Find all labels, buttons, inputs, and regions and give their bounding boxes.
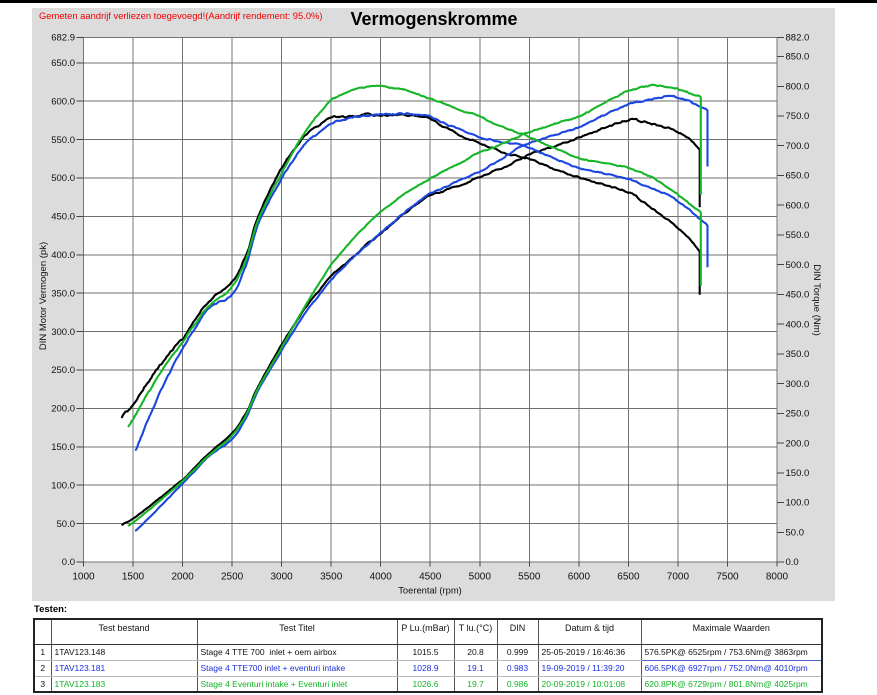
svg-text:600.0: 600.0 — [51, 96, 75, 107]
svg-text:0.0: 0.0 — [786, 557, 799, 568]
svg-text:2000: 2000 — [171, 572, 194, 583]
svg-text:550.0: 550.0 — [786, 230, 810, 241]
svg-text:8000: 8000 — [766, 572, 789, 583]
svg-text:450.0: 450.0 — [786, 290, 810, 301]
svg-text:200.0: 200.0 — [786, 438, 810, 449]
svg-text:600.0: 600.0 — [786, 200, 810, 211]
svg-text:250.0: 250.0 — [51, 365, 75, 376]
svg-text:5500: 5500 — [518, 572, 541, 583]
svg-text:100.0: 100.0 — [786, 498, 810, 509]
svg-text:550.0: 550.0 — [51, 135, 75, 146]
svg-text:750.0: 750.0 — [786, 111, 810, 122]
svg-text:500.0: 500.0 — [51, 173, 75, 184]
svg-text:50.0: 50.0 — [786, 528, 805, 539]
svg-text:400.0: 400.0 — [786, 319, 810, 330]
svg-text:450.0: 450.0 — [51, 212, 75, 223]
svg-text:850.0: 850.0 — [786, 52, 810, 63]
svg-text:50.0: 50.0 — [57, 519, 76, 530]
svg-text:5000: 5000 — [469, 572, 492, 583]
svg-text:0.0: 0.0 — [62, 557, 75, 568]
svg-text:DIN Torque (Nm): DIN Torque (Nm) — [811, 264, 822, 336]
svg-text:350.0: 350.0 — [786, 349, 810, 360]
svg-text:2500: 2500 — [221, 572, 244, 583]
svg-text:1500: 1500 — [122, 572, 145, 583]
svg-text:150.0: 150.0 — [51, 442, 75, 453]
svg-text:7500: 7500 — [716, 572, 739, 583]
svg-text:150.0: 150.0 — [786, 468, 810, 479]
svg-text:650.0: 650.0 — [51, 58, 75, 69]
svg-text:Vermogenskromme: Vermogenskromme — [350, 9, 517, 29]
svg-text:800.0: 800.0 — [786, 82, 810, 93]
svg-text:1000: 1000 — [72, 572, 95, 583]
svg-text:100.0: 100.0 — [51, 480, 75, 491]
svg-text:682.9: 682.9 — [51, 33, 75, 44]
svg-text:7000: 7000 — [667, 572, 690, 583]
svg-text:Gemeten aandrijf verliezen toe: Gemeten aandrijf verliezen toegevoegd!(A… — [39, 10, 323, 21]
svg-text:3500: 3500 — [320, 572, 343, 583]
svg-text:4500: 4500 — [419, 572, 442, 583]
svg-text:650.0: 650.0 — [786, 171, 810, 182]
svg-text:250.0: 250.0 — [786, 409, 810, 420]
svg-text:300.0: 300.0 — [786, 379, 810, 390]
svg-text:300.0: 300.0 — [51, 327, 75, 338]
svg-text:700.0: 700.0 — [786, 141, 810, 152]
svg-text:4000: 4000 — [370, 572, 393, 583]
svg-text:6000: 6000 — [568, 572, 591, 583]
svg-text:200.0: 200.0 — [51, 404, 75, 415]
svg-text:DIN Motor Vermogen (pk): DIN Motor Vermogen (pk) — [38, 242, 49, 350]
svg-text:350.0: 350.0 — [51, 288, 75, 299]
svg-text:3000: 3000 — [270, 572, 293, 583]
svg-text:Toerental (rpm): Toerental (rpm) — [398, 585, 462, 596]
svg-text:882.0: 882.0 — [786, 33, 810, 44]
svg-text:6500: 6500 — [617, 572, 640, 583]
svg-text:500.0: 500.0 — [786, 260, 810, 271]
svg-text:400.0: 400.0 — [51, 250, 75, 261]
